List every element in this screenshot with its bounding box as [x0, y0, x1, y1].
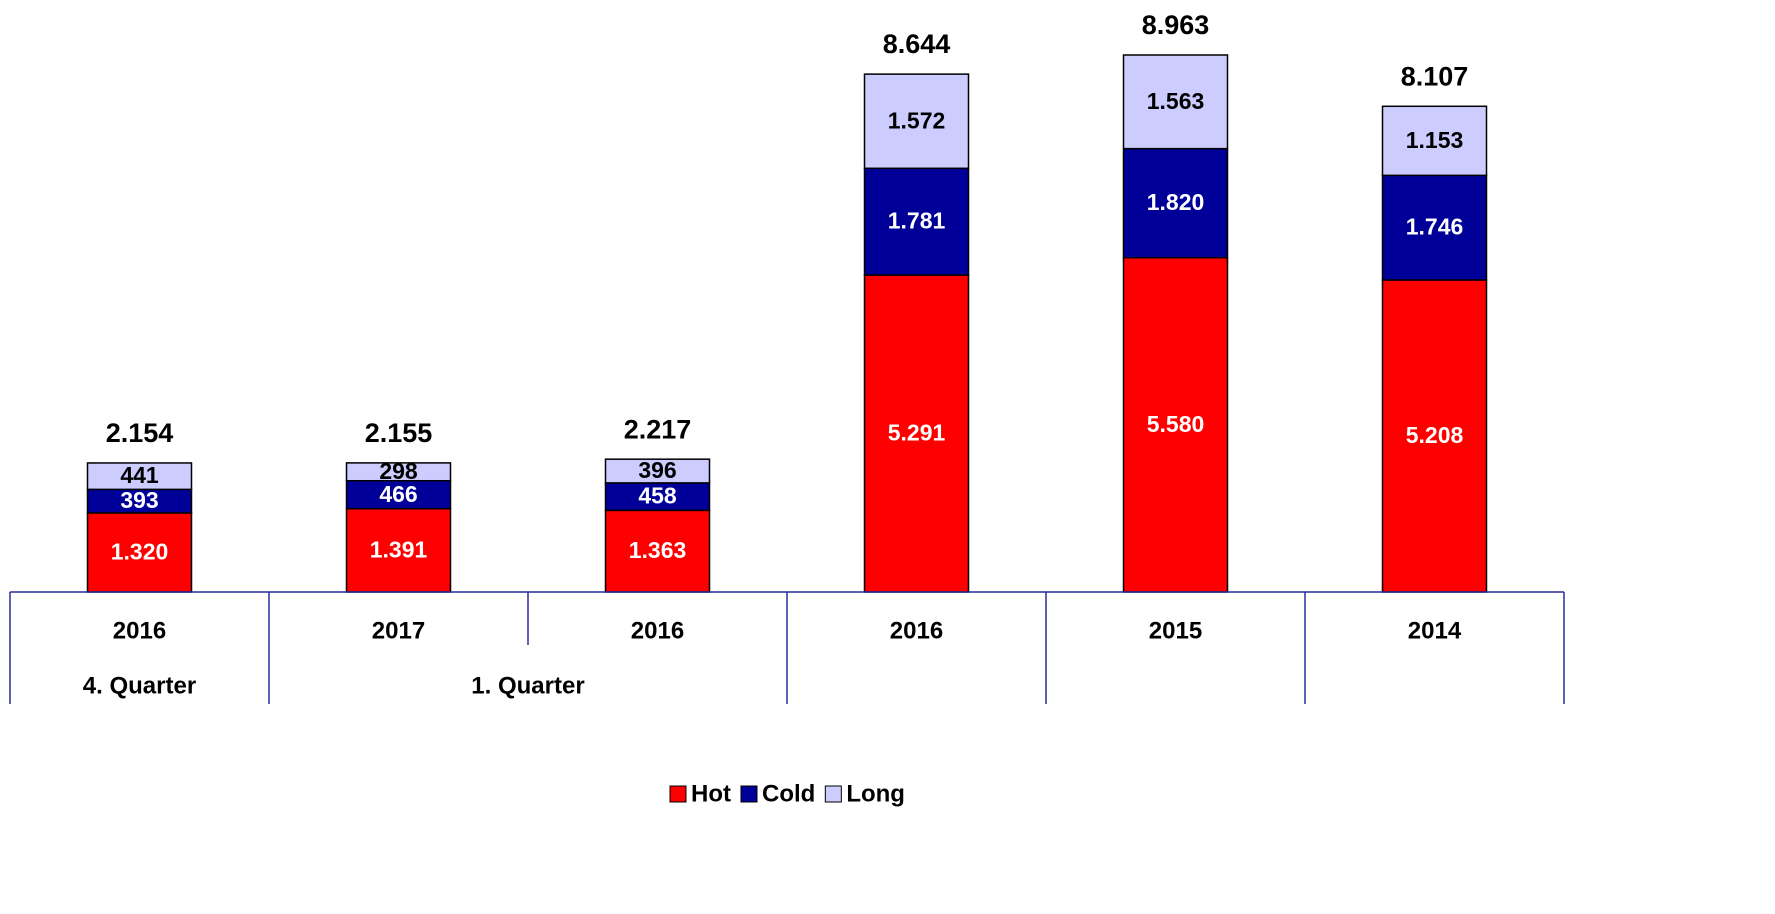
x-tick-label: 2016	[631, 617, 684, 644]
bar-segment	[345, 507, 452, 593]
group-label: 1. Quarter	[471, 672, 584, 699]
value-label: 466	[379, 481, 417, 507]
value-label: 1.563	[1147, 88, 1205, 114]
legend-label: Cold	[762, 780, 815, 807]
value-label: 441	[120, 462, 159, 488]
value-label: 458	[638, 483, 677, 509]
bar-segment	[1122, 54, 1229, 150]
bar-segment	[1381, 279, 1488, 593]
bar-segment	[1381, 174, 1488, 281]
bar-segment	[1122, 256, 1229, 593]
value-label: 1.320	[111, 539, 169, 565]
value-label: 1.746	[1406, 214, 1464, 240]
bar-segment	[1381, 105, 1488, 177]
bar-segment	[863, 167, 970, 276]
value-label: 5.291	[888, 420, 946, 446]
group-label: 4. Quarter	[83, 672, 196, 699]
value-label: 1.363	[629, 537, 687, 563]
legend-label: Long	[846, 780, 905, 807]
value-label: 298	[379, 458, 418, 484]
x-tick-label: 2014	[1408, 617, 1462, 644]
legend-swatch	[824, 785, 842, 803]
value-label: 393	[120, 487, 158, 513]
legend-swatch	[669, 785, 687, 803]
x-tick-label: 2016	[113, 617, 166, 644]
bar-segment	[863, 73, 970, 170]
value-label: 5.208	[1406, 422, 1464, 448]
total-label: 8.644	[883, 29, 951, 59]
total-label: 8.107	[1401, 61, 1469, 91]
value-label: 1.572	[888, 107, 946, 133]
bar-segment	[86, 512, 193, 593]
total-label: 2.217	[624, 414, 692, 444]
bar-segment	[604, 509, 711, 593]
x-tick-label: 2016	[890, 617, 943, 644]
value-label: 1.820	[1147, 189, 1205, 215]
value-label: 1.781	[888, 208, 946, 234]
bar-segment	[86, 462, 193, 491]
value-label: 5.580	[1147, 411, 1205, 437]
bar-segment	[345, 462, 452, 482]
legend-swatch	[740, 785, 758, 803]
total-label: 8.963	[1142, 10, 1210, 40]
value-label: 1.153	[1406, 127, 1464, 153]
value-label: 1.391	[370, 536, 428, 562]
total-label: 2.155	[365, 418, 433, 448]
x-tick-label: 2017	[372, 617, 425, 644]
total-label: 2.154	[106, 418, 174, 448]
value-label: 396	[638, 457, 676, 483]
bar-segment	[604, 458, 711, 484]
bar-segment	[604, 482, 711, 512]
x-tick-label: 2015	[1149, 617, 1202, 644]
bar-segment	[345, 479, 452, 510]
legend-label: Hot	[691, 780, 731, 807]
